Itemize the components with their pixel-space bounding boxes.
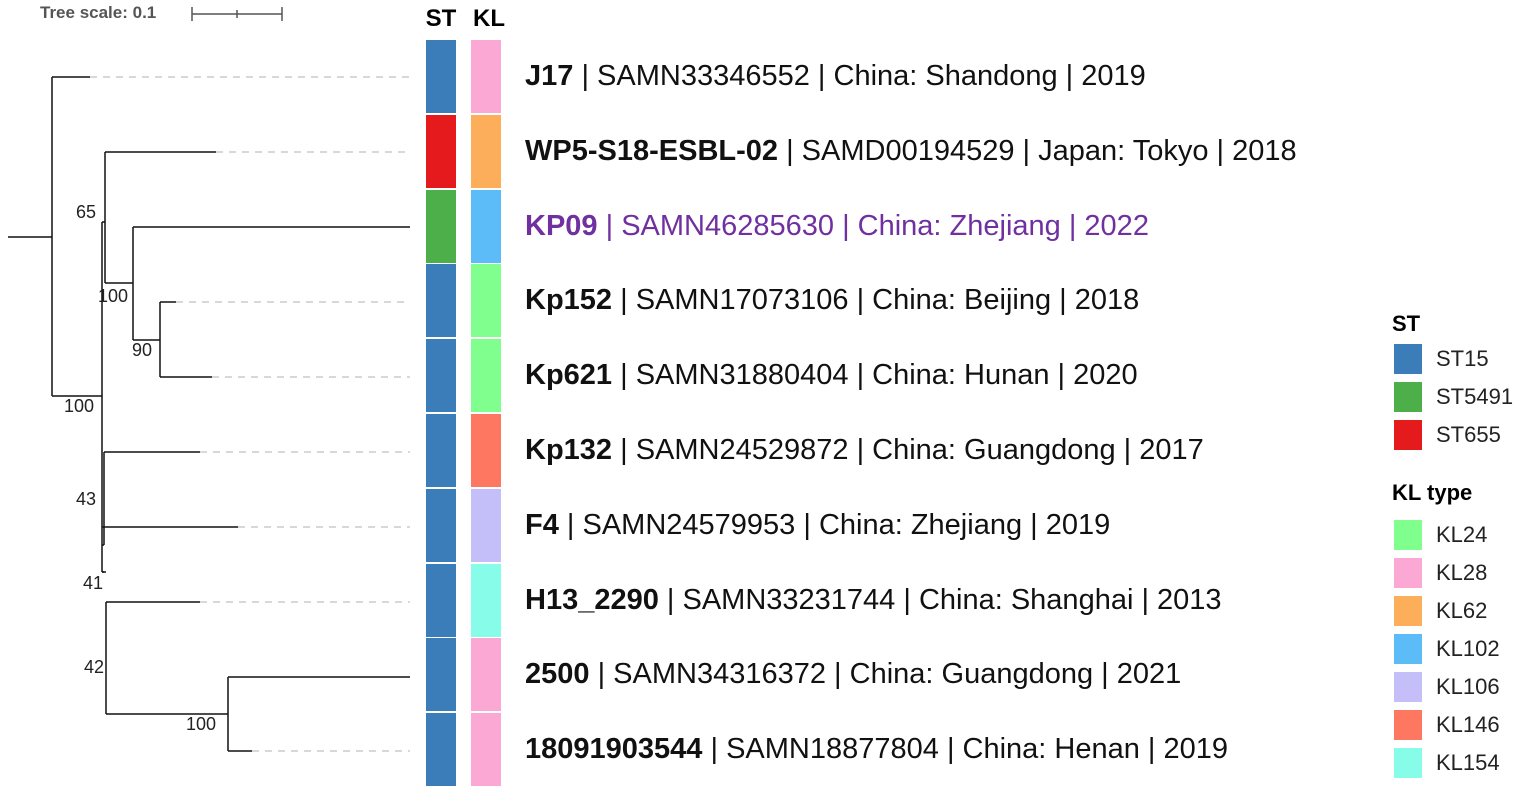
leaf-details: | SAMN33346552 | China: Shandong | 2019	[573, 60, 1146, 92]
legend-label: ST5491	[1436, 384, 1514, 409]
legend-swatch	[1394, 344, 1422, 374]
st-strip-cell	[426, 40, 456, 113]
leaf-details: | SAMN34316372 | China: Guangdong | 2021	[589, 658, 1182, 691]
st-strip-cell	[426, 713, 456, 787]
leaf-details: | SAMN33231744 | China: Shanghai | 2013	[658, 583, 1222, 616]
leader-lines	[90, 76, 410, 752]
st-strip-cell	[426, 189, 456, 263]
leaf-label: Kp152 | SAMN17073106 | China: Beijing | …	[525, 283, 1139, 317]
legend-swatch	[1394, 596, 1422, 626]
leaf-id: Kp132	[525, 434, 613, 466]
legend-swatch	[1394, 710, 1422, 740]
legend-label: KL28	[1436, 560, 1488, 585]
kl-strip-cell	[471, 114, 501, 188]
legend-swatch	[1394, 634, 1422, 664]
leaf-id: J17	[525, 60, 574, 92]
kl-strip-cell	[471, 638, 501, 712]
bootstrap-value: 43	[76, 489, 96, 509]
leaf-details: | SAMN17073106 | China: Beijing | 2018	[612, 284, 1140, 317]
bootstrap-value: 100	[64, 396, 94, 416]
kl-strip-cell	[471, 189, 501, 263]
leaf-id: KP09	[525, 209, 598, 242]
kl-column-header: KL	[473, 5, 505, 32]
kl-strip-cell	[471, 713, 501, 787]
bootstrap-values: 65 100 90 100 43 41 42 100	[64, 202, 216, 734]
leaf-id: Kp621	[525, 359, 613, 392]
kl-strip-cell	[471, 563, 501, 637]
st-legend-title: ST	[1392, 311, 1421, 336]
legend-swatch	[1394, 382, 1422, 412]
legend-swatch	[1394, 420, 1422, 450]
legend-label: KL24	[1436, 522, 1488, 547]
st-strip-cell	[426, 563, 456, 637]
leaf-id: Kp152	[525, 284, 613, 317]
legend-swatch	[1394, 672, 1422, 702]
leaf-id: H13_2290	[525, 583, 659, 616]
leaf-details: | SAMN24529872 | China: Guangdong | 2017	[612, 434, 1204, 466]
legend-label: ST655	[1436, 422, 1501, 447]
tree-scale-label: Tree scale: 0.1	[40, 3, 157, 22]
st-strip-cell	[426, 638, 456, 712]
leaf-details: | SAMD00194529 | Japan: Tokyo | 2018	[778, 134, 1297, 167]
kl-strip-cell	[471, 339, 501, 413]
leaf-id: WP5-S18-ESBL-02	[525, 134, 779, 167]
legend-label: KL146	[1436, 712, 1500, 737]
leaf-details: | SAMN31880404 | China: Hunan | 2020	[612, 359, 1138, 392]
leaf-label: H13_2290 | SAMN33231744 | China: Shangha…	[525, 583, 1222, 617]
kl-strip-cell	[471, 40, 501, 113]
tree-branches	[8, 76, 410, 752]
st-strip-cell	[426, 488, 456, 562]
leaf-id: 18091903544	[525, 733, 703, 766]
leaf-label: Kp132 | SAMN24529872 | China: Guangdong …	[525, 433, 1204, 467]
leaf-label: 2500 | SAMN34316372 | China: Guangdong |…	[525, 657, 1181, 691]
leaf-details: | SAMN46285630 | China: Zhejiang | 2022	[597, 209, 1149, 242]
leaf-label: KP09 | SAMN46285630 | China: Zhejiang | …	[525, 209, 1149, 243]
leaf-details: | SAMN18877804 | China: Henan | 2019	[702, 733, 1229, 766]
bootstrap-value: 41	[83, 573, 103, 593]
bootstrap-value: 65	[76, 202, 96, 222]
st-strip-cell	[426, 414, 456, 487]
legend-label: KL62	[1436, 598, 1488, 623]
legend-label: KL106	[1436, 674, 1500, 699]
st-strip-cell	[426, 339, 456, 413]
bootstrap-value: 100	[98, 286, 128, 306]
st-strip-cell	[426, 114, 456, 188]
leaf-label: F4 | SAMN24579953 | China: Zhejiang | 20…	[525, 508, 1110, 542]
bootstrap-value: 42	[84, 657, 104, 677]
bootstrap-value: 100	[186, 714, 216, 734]
legend-swatch	[1394, 748, 1422, 778]
tree-scale-bar	[191, 7, 283, 21]
legend-label: KL102	[1436, 636, 1500, 661]
leaf-id: 2500	[525, 658, 590, 691]
kl-legend-title: KL type	[1392, 480, 1473, 505]
bootstrap-value: 90	[132, 340, 152, 360]
legend-swatch	[1394, 558, 1422, 588]
kl-strip-cell	[471, 264, 501, 338]
leaf-id: F4	[525, 508, 559, 541]
legend-label: ST15	[1436, 346, 1489, 371]
leaf-label: 18091903544 | SAMN18877804 | China: Hena…	[525, 732, 1228, 766]
leaf-label: J17 | SAMN33346552 | China: Shandong | 2…	[525, 59, 1146, 93]
leaf-label: WP5-S18-ESBL-02 | SAMD00194529 | Japan: …	[525, 134, 1297, 168]
phylogenetic-tree: 65 100 90 100 43 41 42 100	[8, 7, 410, 752]
st-strip-cell	[426, 264, 456, 338]
legend-label: KL154	[1436, 750, 1500, 775]
st-column-header: ST	[425, 5, 457, 32]
kl-strip-cell	[471, 414, 501, 487]
leaf-label: Kp621 | SAMN31880404 | China: Hunan | 20…	[525, 358, 1138, 392]
kl-strip-cell	[471, 488, 501, 562]
legend-swatch	[1394, 520, 1422, 550]
leaf-details: | SAMN24579953 | China: Zhejiang | 2019	[558, 508, 1111, 541]
